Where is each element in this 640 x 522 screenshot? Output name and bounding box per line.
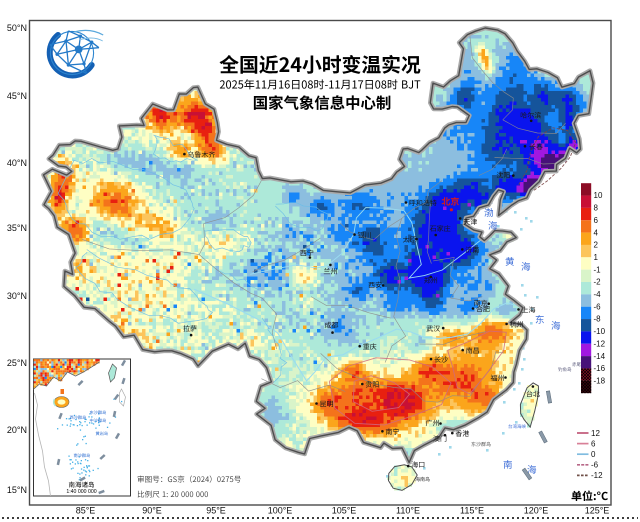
svg-text:35°N: 35°N bbox=[7, 223, 27, 233]
svg-text:30°N: 30°N bbox=[7, 291, 27, 301]
svg-text:50°N: 50°N bbox=[7, 23, 27, 33]
svg-text:45°N: 45°N bbox=[7, 91, 27, 101]
svg-text:20°N: 20°N bbox=[7, 425, 27, 435]
svg-text:25°N: 25°N bbox=[7, 358, 27, 368]
svg-text:40°N: 40°N bbox=[7, 158, 27, 168]
